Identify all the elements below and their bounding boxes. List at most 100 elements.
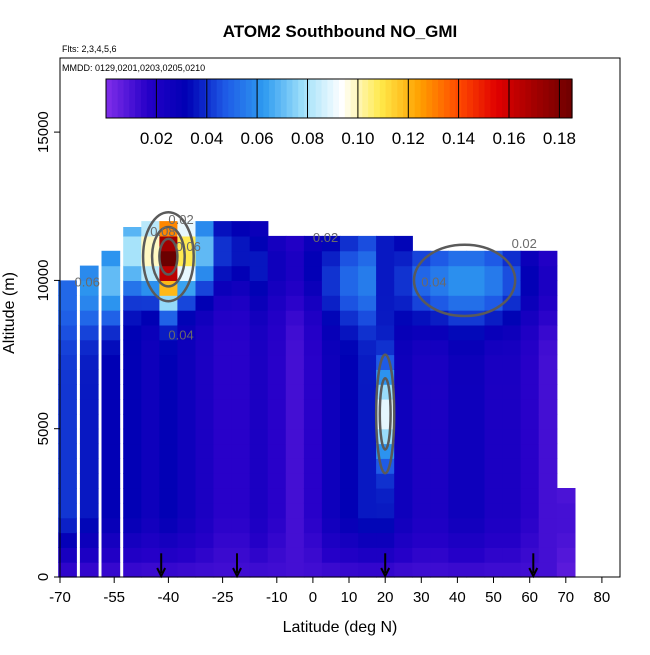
heatmap-cell bbox=[303, 502, 323, 519]
colorbar-segment bbox=[257, 79, 264, 118]
heatmap-cell bbox=[303, 310, 323, 326]
colorbar-segment bbox=[548, 79, 556, 118]
heatmap-cell bbox=[285, 295, 305, 311]
heatmap-cell bbox=[321, 547, 341, 563]
heatmap-cell bbox=[358, 517, 377, 534]
contour-line bbox=[412, 243, 517, 318]
colorbar-segment bbox=[531, 79, 538, 118]
heatmap-cell bbox=[303, 339, 323, 356]
axes-layer: -70 -55 -40 -25 -10 0 10 20 30 40 50 60 70 80 0 5000 100… bbox=[35, 111, 610, 606]
heatmap-cell bbox=[249, 532, 269, 548]
heatmap-cell bbox=[303, 517, 323, 534]
heatmap-cell bbox=[101, 517, 121, 534]
heatmap-cell bbox=[394, 310, 413, 326]
heatmap-cell bbox=[538, 488, 558, 504]
heatmap-cell bbox=[123, 562, 142, 578]
heatmap-cell bbox=[430, 488, 449, 504]
colorbar-segment bbox=[333, 79, 340, 118]
colorbar-segment bbox=[193, 79, 200, 118]
heatmap-cell bbox=[267, 473, 287, 489]
heatmap-cell bbox=[79, 488, 99, 504]
heatmap-cell bbox=[358, 339, 377, 356]
heatmap-cell bbox=[79, 562, 99, 578]
colorbar-segment bbox=[106, 79, 113, 118]
heatmap-cell bbox=[249, 369, 269, 385]
heatmap-cell bbox=[303, 399, 323, 415]
heatmap-cell bbox=[430, 354, 449, 370]
heatmap-cell bbox=[358, 324, 377, 341]
heatmap-cell bbox=[285, 458, 305, 474]
colorbar-layer: 0.02 0.04 0.06 0.08 0.10 0.12 0.14 0.16 0.18 bbox=[105, 78, 576, 148]
heatmap-cell bbox=[520, 473, 540, 489]
heatmap-cell bbox=[448, 265, 468, 281]
heatmap-cell bbox=[177, 399, 197, 415]
heatmap-cell bbox=[340, 295, 359, 311]
colorbar-segment bbox=[339, 79, 346, 118]
heatmap-cell bbox=[340, 547, 359, 563]
colorbar-segment bbox=[566, 79, 573, 118]
heatmap-cell bbox=[430, 399, 449, 415]
colorbar-segment bbox=[554, 79, 561, 118]
heatmap-cell bbox=[538, 458, 558, 474]
colorbar-segment bbox=[414, 79, 422, 118]
heatmap-cell bbox=[195, 458, 215, 474]
heatmap-cell bbox=[340, 250, 359, 267]
heatmap-cell bbox=[538, 428, 558, 445]
colorbar-segment bbox=[228, 79, 235, 118]
heatmap-cell bbox=[520, 384, 540, 400]
heatmap-cell bbox=[303, 324, 323, 341]
heatmap-cell bbox=[267, 413, 287, 430]
heatmap-cell bbox=[213, 250, 233, 267]
heatmap-cell bbox=[285, 502, 305, 519]
heatmap-cell bbox=[58, 502, 77, 519]
heatmap-cell bbox=[484, 443, 504, 459]
heatmap-cell bbox=[358, 413, 377, 430]
heatmap-cell bbox=[267, 250, 287, 267]
heatmap-cell bbox=[394, 488, 413, 504]
heatmap-cell bbox=[430, 532, 449, 548]
heatmap-cell bbox=[484, 473, 504, 489]
flight-marker-arrowhead bbox=[232, 567, 242, 579]
heatmap-cell bbox=[303, 250, 323, 267]
heatmap-cell bbox=[376, 488, 395, 504]
heatmap-cell bbox=[394, 339, 413, 356]
heatmap-cell bbox=[303, 473, 323, 489]
heatmap-cell bbox=[79, 384, 99, 400]
heatmap-cell bbox=[177, 250, 197, 267]
heatmap-cell bbox=[303, 532, 323, 548]
colorbar-segment bbox=[321, 79, 328, 118]
heatmap-cell bbox=[466, 547, 486, 563]
heatmap-cell bbox=[556, 562, 576, 578]
heatmap-cell bbox=[376, 235, 395, 252]
heatmap-cell bbox=[394, 428, 413, 445]
heatmap-cell bbox=[520, 354, 540, 370]
contour-line bbox=[378, 377, 392, 451]
colorbar-tick-label: 0.18 bbox=[543, 129, 576, 148]
heatmap-cell bbox=[358, 562, 377, 578]
heatmap-cell bbox=[159, 339, 179, 356]
colorbar-segment bbox=[478, 79, 486, 118]
heatmap-cell bbox=[159, 369, 179, 385]
heatmap-cell bbox=[448, 250, 468, 267]
heatmap-cell bbox=[231, 458, 251, 474]
x-tick-label: 0 bbox=[309, 589, 317, 606]
contour-line bbox=[158, 237, 179, 276]
x-tick-label: 80 bbox=[594, 589, 611, 606]
heatmap-cell bbox=[502, 324, 522, 341]
heatmap-cell bbox=[340, 354, 359, 370]
heatmap-cell bbox=[358, 354, 377, 370]
heatmap-cell bbox=[141, 562, 160, 578]
colorbar-segment bbox=[473, 79, 480, 118]
heatmap-cell bbox=[448, 399, 468, 415]
heatmap-cell bbox=[412, 517, 431, 534]
heatmap-cell bbox=[538, 310, 558, 326]
heatmap-cell bbox=[58, 339, 77, 356]
heatmap-cell bbox=[340, 384, 359, 400]
heatmap-cell bbox=[358, 547, 377, 563]
heatmap-cell bbox=[321, 517, 341, 534]
heatmap-cell bbox=[321, 369, 341, 385]
colorbar-segment bbox=[420, 79, 428, 118]
heatmap-cell bbox=[394, 295, 413, 311]
heatmap-cell bbox=[101, 532, 121, 548]
